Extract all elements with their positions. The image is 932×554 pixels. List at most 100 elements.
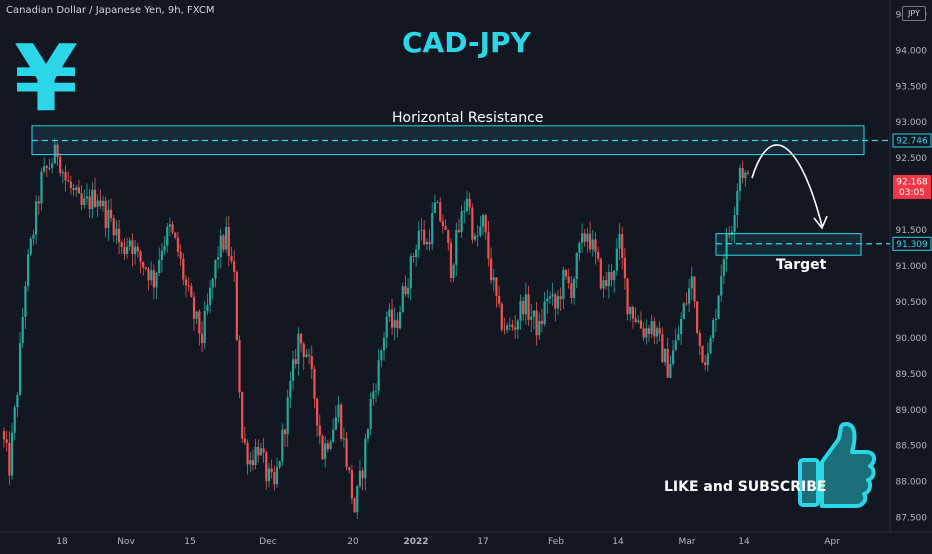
candle-body [364, 438, 367, 479]
x-tick-label: Nov [117, 537, 135, 547]
candle-body [441, 221, 445, 227]
candle-body [112, 218, 115, 236]
countdown-label: 03:05 [899, 188, 925, 198]
candle-body [286, 397, 289, 435]
candle-body [340, 404, 343, 439]
current-price-tag-bg [893, 175, 931, 200]
candle-body [377, 360, 380, 391]
candle-body [511, 325, 514, 328]
candle-body [211, 278, 214, 288]
candle-body [503, 329, 506, 331]
candle-body [318, 425, 321, 436]
candle-body [195, 311, 198, 319]
candle-body [431, 212, 434, 245]
candle-body [251, 460, 254, 465]
candle-body [24, 285, 27, 318]
target-price-tag: 91.309 [896, 240, 928, 250]
candle-body [75, 187, 78, 190]
x-tick-label: 18 [56, 537, 68, 547]
candle-body [101, 200, 105, 207]
candle-body [117, 228, 121, 243]
candle-body [669, 363, 672, 378]
candle-body [455, 230, 458, 265]
candle-body [447, 229, 450, 244]
x-tick-label: 2022 [403, 537, 428, 547]
candle-body [527, 294, 530, 320]
candle-body [623, 257, 626, 279]
candle-body [219, 235, 222, 257]
current-price-tag: 92.168 [896, 178, 928, 188]
candle-body [444, 226, 447, 230]
candle-body [2, 431, 6, 440]
y-tick-label: 92.500 [896, 154, 928, 164]
candle-body [8, 442, 11, 476]
candle-body [174, 232, 177, 238]
candle-body [452, 264, 455, 278]
candle-body [93, 189, 97, 207]
candle-body [238, 340, 241, 393]
candle-body [594, 239, 597, 252]
candle-body [671, 350, 675, 364]
candle-body [206, 304, 209, 312]
candle-body [423, 229, 426, 245]
resistance-price-tag-bg [892, 133, 932, 148]
candle-body [661, 334, 664, 363]
candle-body [51, 163, 54, 168]
candle-body [139, 251, 142, 262]
candle-body [473, 235, 477, 240]
thumbs-up-icon[interactable] [798, 422, 877, 508]
candle-body [746, 172, 750, 174]
candle-body [158, 260, 161, 274]
candle-body [583, 233, 586, 242]
candle-body [714, 318, 717, 320]
candle-body [642, 328, 645, 338]
candle-body [559, 296, 562, 300]
candle-body [417, 230, 420, 250]
candle-body [393, 320, 396, 328]
candle-body [586, 233, 589, 242]
symbol-header: Canadian Dollar / Japanese Yen, 9h, FXCM [6, 5, 215, 16]
candle-body [128, 240, 131, 247]
candle-body [487, 232, 490, 259]
currency-badge[interactable]: JPY [902, 6, 926, 21]
y-tick-label: 87.500 [896, 514, 928, 524]
candle-body [420, 229, 423, 231]
candle-body [481, 215, 485, 227]
candle-body [591, 239, 594, 250]
candle-body [91, 189, 94, 210]
candle-body [109, 209, 113, 219]
candle-body [498, 295, 501, 304]
candle-body [685, 303, 688, 305]
resistance-price-tag: 92.746 [896, 136, 928, 146]
candle-body [540, 321, 544, 324]
candle-body [302, 343, 305, 358]
candle-body [18, 342, 22, 395]
candle-body [607, 272, 610, 287]
projection-arrow [751, 144, 823, 227]
candle-body [45, 166, 48, 168]
candle-body [192, 297, 196, 319]
candle-body [259, 448, 263, 456]
candle-body [329, 441, 332, 450]
candle-body [337, 404, 340, 418]
candle-body [126, 246, 129, 255]
candle-body [243, 438, 246, 443]
candle-body [348, 467, 351, 470]
candle-body [321, 435, 324, 459]
target-zone[interactable] [715, 233, 862, 256]
candle-body [385, 316, 388, 338]
candle-body [37, 201, 40, 204]
candle-body [230, 256, 233, 262]
x-tick-label: Apr [824, 537, 840, 547]
candle-body [179, 251, 182, 259]
candle-body [626, 278, 629, 315]
candle-body [96, 200, 99, 207]
candle-body [398, 311, 402, 329]
projection-arrowhead [813, 215, 828, 230]
candle-body [361, 470, 364, 479]
target-label: Target [776, 257, 827, 273]
candle-body [532, 310, 535, 317]
candle-body [736, 190, 739, 216]
